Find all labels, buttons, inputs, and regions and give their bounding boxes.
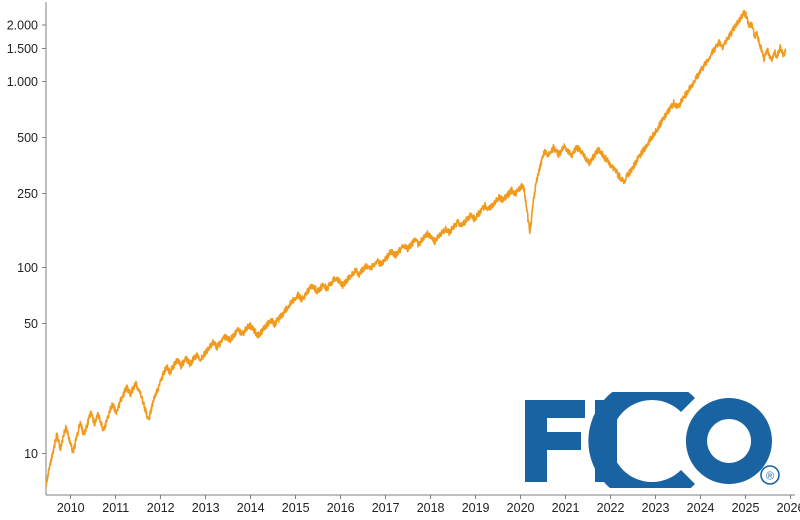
registered-trademark-icon: ® bbox=[760, 465, 780, 485]
x-tick-label: 2013 bbox=[192, 501, 220, 515]
x-tick-label: 2023 bbox=[642, 501, 670, 515]
letter-o-glyph bbox=[685, 398, 772, 484]
y-tick-label: 500 bbox=[17, 131, 38, 145]
x-axis-group: 2010 2011 2012 2013 2014 2015 2016 2017 2018 2019… bbox=[46, 494, 800, 515]
series-group bbox=[45, 9, 787, 487]
x-tick-label: 2010 bbox=[57, 501, 85, 515]
y-tick-label: 50 bbox=[24, 317, 38, 331]
y-axis-group: 2.000 1.500 1.000 500 250 100 50 10 bbox=[7, 2, 47, 495]
price-series-line bbox=[45, 9, 787, 487]
x-tick-label: 2021 bbox=[552, 501, 580, 515]
x-tick-label: 2018 bbox=[417, 501, 445, 515]
fico-logo: ® bbox=[525, 392, 780, 488]
letter-f-glyph bbox=[525, 400, 585, 482]
x-tick-label: 2019 bbox=[462, 501, 490, 515]
x-tick-label: 2015 bbox=[282, 501, 310, 515]
x-tick-label: 2011 bbox=[102, 501, 129, 515]
x-tick-label: 2026 bbox=[777, 501, 800, 515]
x-tick-label: 2014 bbox=[237, 501, 265, 515]
y-tick-label: 10 bbox=[24, 447, 38, 461]
x-tick-label: 2024 bbox=[687, 501, 715, 515]
x-tick-label: 2022 bbox=[597, 501, 625, 515]
y-tick-label: 2.000 bbox=[7, 19, 38, 33]
x-tick-label: 2020 bbox=[507, 501, 535, 515]
x-tick-label: 2017 bbox=[372, 501, 400, 515]
x-tick-label: 2025 bbox=[732, 501, 760, 515]
fico-logo-letters bbox=[525, 392, 772, 488]
y-tick-label: 250 bbox=[17, 187, 38, 201]
x-tick-label: 2016 bbox=[327, 501, 355, 515]
letter-c-glyph bbox=[588, 392, 695, 488]
registered-mark-label: ® bbox=[766, 471, 774, 483]
y-tick-label: 1.500 bbox=[7, 42, 38, 56]
y-tick-label: 1.000 bbox=[7, 75, 38, 89]
x-tick-label: 2012 bbox=[147, 501, 175, 515]
y-tick-label: 100 bbox=[17, 261, 38, 275]
